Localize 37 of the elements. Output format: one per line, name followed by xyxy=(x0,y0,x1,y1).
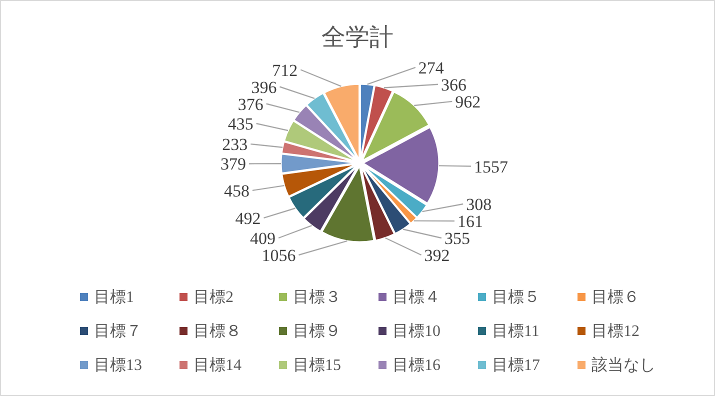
data-label: 435 xyxy=(228,114,254,134)
legend-label: 目標12 xyxy=(592,322,640,340)
legend-label: 目標９ xyxy=(293,322,341,340)
legend-label: 目標10 xyxy=(392,322,440,340)
legend-label: 目標2 xyxy=(194,288,234,306)
legend-label: 目標５ xyxy=(492,288,540,306)
data-label: 308 xyxy=(466,195,492,214)
legend-label: 目標４ xyxy=(392,288,440,306)
data-label: 355 xyxy=(444,229,470,248)
data-label: 274 xyxy=(418,58,444,78)
data-label: 458 xyxy=(224,181,250,200)
data-label: 376 xyxy=(238,94,264,114)
legend-label: 該当なし xyxy=(592,356,656,374)
legend-label: 目標７ xyxy=(94,322,142,340)
data-label: 409 xyxy=(250,229,276,248)
legend-label: 目標６ xyxy=(592,288,640,306)
data-label: 962 xyxy=(455,92,481,112)
legend-label: 目標15 xyxy=(293,356,341,374)
legend-label: 目標３ xyxy=(293,288,341,306)
legend-label: 目標11 xyxy=(492,322,540,340)
data-label: 366 xyxy=(440,75,466,94)
chart-title: 全学計 xyxy=(322,24,394,51)
legend-label: 目標16 xyxy=(392,356,440,374)
data-label: 492 xyxy=(235,208,261,228)
data-label: 392 xyxy=(424,246,450,265)
legend-label: 目標1 xyxy=(94,288,134,306)
data-label: 161 xyxy=(457,212,483,231)
legend-label: 目標８ xyxy=(194,322,242,340)
data-label: 396 xyxy=(251,78,277,97)
data-label: 379 xyxy=(220,154,246,174)
data-label: 1056 xyxy=(262,246,296,265)
legend-label: 目標17 xyxy=(492,356,540,374)
legend-label: 目標14 xyxy=(194,356,242,374)
data-label: 233 xyxy=(222,135,248,154)
data-label: 1557 xyxy=(474,157,508,176)
legend-label: 目標13 xyxy=(94,356,142,374)
data-label: 712 xyxy=(272,60,298,80)
